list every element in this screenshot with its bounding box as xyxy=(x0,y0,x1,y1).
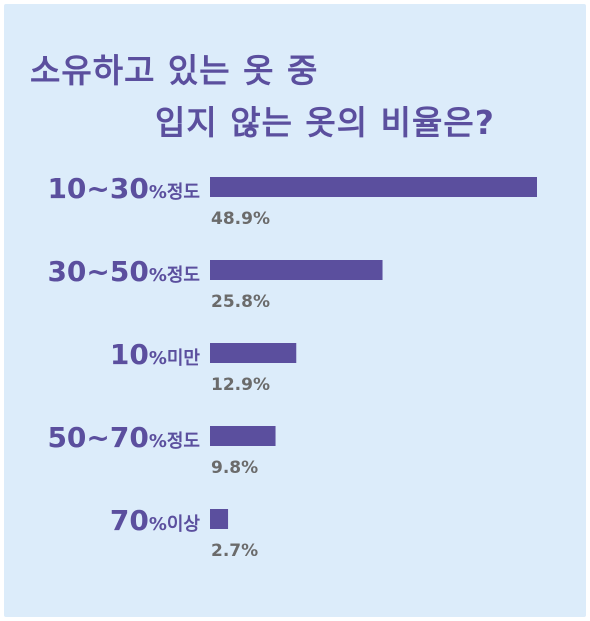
value-label-4: 9.8% xyxy=(211,458,258,478)
bar-1 xyxy=(210,177,537,197)
value-label-2: 25.8% xyxy=(211,292,270,312)
category-label-5: 70%이상 xyxy=(110,504,201,537)
value-label-1: 48.9% xyxy=(211,209,270,229)
value-label-5: 2.7% xyxy=(211,541,258,561)
category-label-2: 30~50%정도 xyxy=(47,255,200,288)
bar-2 xyxy=(210,260,383,280)
category-label-4: 50~70%정도 xyxy=(47,421,200,454)
category-label-3: 10%미만 xyxy=(110,338,201,371)
chart-title-line-2: 입지 않는 옷의 비율은? xyxy=(155,103,495,142)
bar-5 xyxy=(210,509,229,529)
chart-title-line-1: 소유하고 있는 옷 중 xyxy=(30,51,319,90)
category-label-1: 10~30%정도 xyxy=(47,172,200,205)
chart-background xyxy=(4,4,586,617)
value-label-3: 12.9% xyxy=(211,375,270,395)
bar-4 xyxy=(210,426,276,446)
bar-3 xyxy=(210,343,297,363)
